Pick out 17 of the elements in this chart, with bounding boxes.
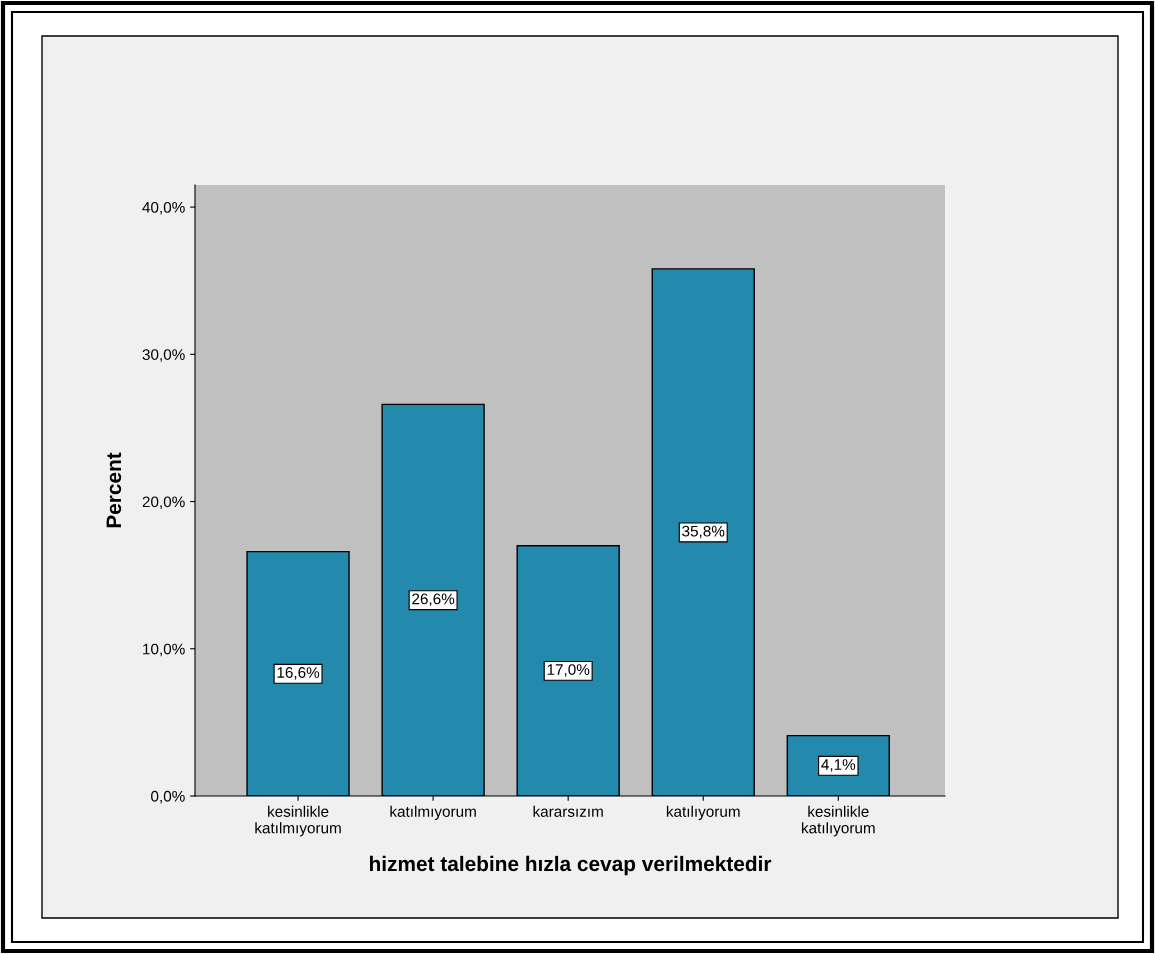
y-axis-title: Percent [106,452,122,528]
data-label: 16,6% [277,667,320,680]
data-label: 35,8% [682,525,725,539]
data-label: 26,6% [412,593,455,607]
x-axis-title: hizmet talebine hızla cevap verilmektedir [370,855,772,876]
y-tick-label: 10,0% [143,643,185,657]
y-tick-label: 20,0% [142,496,185,510]
x-tick-label: katılmıyorum [390,805,476,820]
data-label: 17,0% [547,664,590,677]
y-tick-label: 40,0% [142,201,185,215]
y-tick-label: 30,0% [142,349,185,362]
x-tick-label: katılıyorum [666,805,740,820]
x-tick-label: kesinlikle katılmıyorum [255,805,341,837]
y-tick-label: 0,0% [151,790,185,804]
x-tick-label: kesinlikle katılıyorum [801,805,875,837]
data-label: 4,1% [821,759,856,772]
x-tick-label: kararsızım [533,805,603,817]
